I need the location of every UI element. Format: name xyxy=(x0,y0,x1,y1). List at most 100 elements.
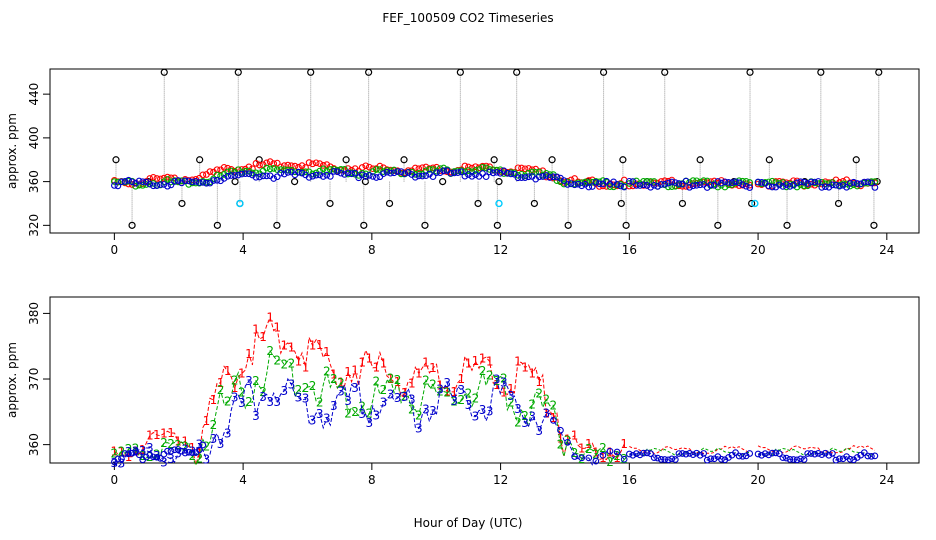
spike-point xyxy=(213,221,221,229)
top-ch2-point xyxy=(323,167,331,175)
series-1-label-mark: 1 xyxy=(436,379,444,393)
series-3-point xyxy=(775,450,783,457)
top-ch3-point xyxy=(334,168,341,176)
top-ch3-point xyxy=(273,173,281,181)
top-ch3-point xyxy=(295,168,302,176)
top-ch1-point xyxy=(710,177,718,185)
top-ch3-point xyxy=(633,181,640,189)
top-ch2-point xyxy=(686,179,693,186)
series-3-point xyxy=(657,456,665,463)
series-1-label-mark: 1 xyxy=(571,429,579,443)
series-3-label-mark: 3 xyxy=(146,441,154,455)
top-ch3-point xyxy=(461,172,469,180)
top-ch3-point xyxy=(779,183,787,190)
series-2-label-mark: 2 xyxy=(210,418,218,432)
top-ch3-point xyxy=(227,172,235,179)
top-ch1-point xyxy=(365,163,373,171)
top-ch3-point xyxy=(664,179,672,187)
top-ch3-point xyxy=(640,181,647,189)
top-ch3-point xyxy=(613,180,621,188)
spike-point xyxy=(456,68,464,76)
top-panel: 0 4 8 12 16 20 24 320 360 400 440 approx. ppm xyxy=(5,68,920,257)
bottom-x-tick-label: 20 xyxy=(750,473,765,487)
series-2-label-mark: 2 xyxy=(578,452,586,466)
series-1-label-mark: 1 xyxy=(210,393,218,407)
series-1-label-mark: 1 xyxy=(465,356,473,370)
spike-point xyxy=(617,199,625,208)
series-1-label-mark: 1 xyxy=(528,366,536,380)
top-ch3-point xyxy=(525,173,532,181)
series-1-label-mark: 1 xyxy=(401,386,409,400)
series-3-label-mark: 3 xyxy=(358,407,366,421)
spike-point xyxy=(852,156,860,164)
top-ch3-point xyxy=(617,182,624,190)
top-ch3-point xyxy=(829,181,836,189)
spike-point xyxy=(783,221,791,229)
series-3-point xyxy=(564,438,571,446)
top-ch1-point xyxy=(323,161,331,168)
series-3-label-mark: 3 xyxy=(401,390,409,404)
top-ch3-point xyxy=(546,174,554,181)
spike-point xyxy=(622,221,630,229)
series-2-label-mark: 2 xyxy=(330,372,338,386)
series-3-point xyxy=(686,450,693,457)
top-ch2-point xyxy=(578,179,586,187)
series-3-label-mark: 3 xyxy=(280,384,288,398)
series-2-label-mark: 2 xyxy=(479,364,487,378)
top-ch2-point xyxy=(718,181,725,189)
top-ch2-point xyxy=(326,166,334,173)
series-1-label-mark: 1 xyxy=(245,347,253,361)
bottom-x-tick-label: 4 xyxy=(239,473,247,487)
series-3-point xyxy=(821,449,829,457)
series-1-label-mark: 1 xyxy=(295,354,303,368)
series-1-label-mark: 1 xyxy=(486,354,494,368)
series-3-point xyxy=(793,456,801,464)
series-3-point xyxy=(668,455,676,463)
top-ch2-point xyxy=(373,166,380,173)
series-2-label-mark: 2 xyxy=(344,407,352,421)
bottom-y-axis-label: approx. ppm xyxy=(5,342,19,418)
series-3-label-mark: 3 xyxy=(188,445,196,459)
spike-point xyxy=(385,199,394,208)
series-3-label-mark: 3 xyxy=(429,404,437,418)
top-ch3-point xyxy=(647,183,654,191)
top-ch3-point xyxy=(754,178,762,186)
series-2-label-mark: 2 xyxy=(351,405,359,419)
series-3-label-mark: 3 xyxy=(295,391,303,405)
top-ch1-point xyxy=(465,163,472,171)
top-ch3-point xyxy=(811,178,819,186)
top-ch1-point xyxy=(654,179,662,187)
series-3-point xyxy=(164,447,171,455)
series-2-label-mark: 2 xyxy=(472,392,480,406)
series-3-point xyxy=(696,451,704,459)
spike-point xyxy=(490,156,498,164)
top-ch1-point xyxy=(238,166,246,173)
series-1-label-mark: 1 xyxy=(408,376,416,390)
series-2-label-mark: 2 xyxy=(238,386,246,400)
top-ch2-point xyxy=(302,168,309,176)
series-3-point xyxy=(188,449,196,456)
top-ch3-point xyxy=(672,179,679,186)
series-3-label-mark: 3 xyxy=(507,389,515,403)
top-ch2-point xyxy=(640,178,647,185)
series-1-label-mark: 1 xyxy=(167,426,175,440)
top-ch3-point xyxy=(199,179,207,186)
top-ch3-point xyxy=(422,172,430,180)
top-ch3-point xyxy=(305,174,313,181)
spike-point xyxy=(291,178,299,186)
top-ch2-point xyxy=(528,168,536,176)
top-ch3-point xyxy=(542,172,550,179)
top-ch3-point xyxy=(231,172,239,179)
top-ch2-point xyxy=(668,183,676,190)
top-ch1-point xyxy=(280,162,288,169)
top-ch3-point xyxy=(804,180,811,187)
top-ch3-point xyxy=(486,168,493,176)
top-ch2-point xyxy=(380,168,387,175)
top-ch3-point xyxy=(650,181,658,189)
series-2-label-mark: 2 xyxy=(259,385,267,399)
series-3-label-mark: 3 xyxy=(422,403,430,417)
series-3-flat-line xyxy=(629,451,750,461)
series-1-label-mark: 1 xyxy=(224,364,232,378)
top-ch3-point xyxy=(661,180,669,188)
top-ch2-point xyxy=(227,167,235,175)
